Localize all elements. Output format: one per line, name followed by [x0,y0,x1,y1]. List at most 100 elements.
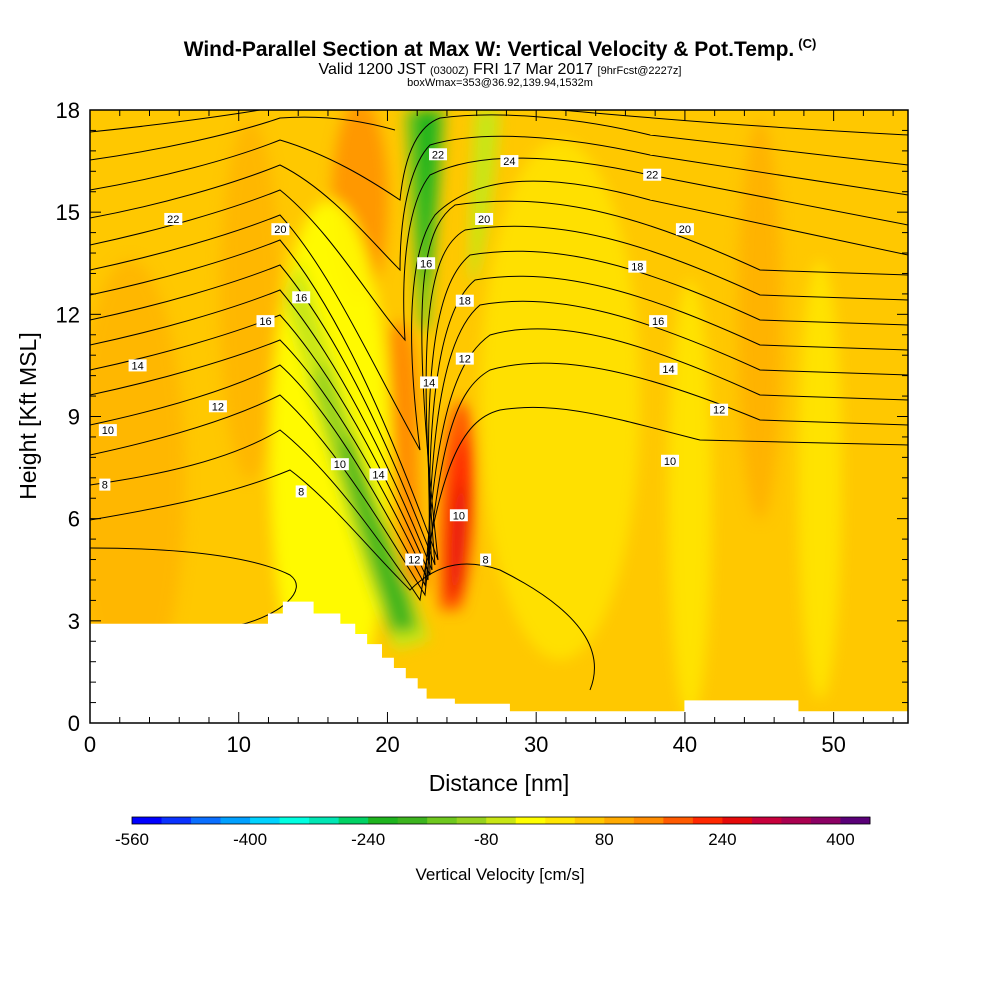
colorbar-swatch [397,817,428,824]
theta-label-bg [675,223,694,236]
colorbar-tick-label: -400 [233,830,267,849]
y-tick-label: 12 [56,302,80,327]
theta-label-bg [295,485,307,498]
theta-label-bg [475,212,494,225]
theta-label-bg [128,359,147,372]
y-tick-label: 3 [68,609,80,634]
theta-label: 18 [631,262,643,274]
theta-label: 20 [274,224,286,236]
colorbar-swatch [338,817,369,824]
theta-label: 8 [483,555,489,567]
copyright-mark: (C) [798,36,817,51]
colorbar-swatch [250,817,281,824]
theta-label: 12 [713,405,725,417]
x-tick-label: 50 [821,732,845,757]
theta-label-bg [480,553,492,566]
colorbar-swatch [633,817,664,824]
theta-label-bg [455,294,474,307]
theta-label-bg [208,400,227,413]
theta-label: 8 [102,480,108,492]
colorbar-tick-label: 240 [708,830,736,849]
theta-label: 24 [503,156,515,168]
theta-label: 14 [372,469,384,481]
y-axis: 0 3 6 9 12 15 18 [56,98,908,736]
colorbar-swatch [663,817,694,824]
valid-date: FRI 17 Mar 2017 [473,61,594,78]
theta-label: 22 [646,170,658,182]
theta-label: 16 [295,292,307,304]
colorbar-swatch [132,817,163,824]
colorbar-tick-label: -240 [351,830,385,849]
theta-label-bg [710,403,729,416]
theta-label-bg [628,260,647,273]
theta-label: 22 [167,214,179,226]
theta-labels: 8 10 12 14 16 16 20 22 8 10 14 12 14 16 18 22 20 24 12 10 8 2… [98,148,729,567]
colorbar-swatch [279,817,310,824]
theta-label-bg [455,352,474,365]
theta-label-bg [661,454,680,467]
y-axis-label: Height [Kft MSL] [15,332,41,499]
colorbar-swatch [191,817,222,824]
y-tick-label: 18 [56,98,80,123]
theta-contours [90,110,908,691]
colorbar-swatch [840,817,871,824]
theta-label: 10 [453,510,465,522]
theta-label: 10 [102,425,114,437]
colorbar-tick-label: -80 [474,830,499,849]
theta-label-bg [98,424,117,437]
colorbar-swatch [751,817,782,824]
theta-label-bg [330,458,349,471]
theta-label: 12 [212,401,224,413]
colorbar-swatch [604,817,635,824]
theta-label-bg [420,376,439,389]
colorbar-tick-label: -560 [115,830,149,849]
theta-label-bg [449,509,468,522]
colorbar-frame [131,816,871,825]
colorbar-swatch [722,817,753,824]
x-tick-label: 20 [375,732,399,757]
terrain-mask [90,601,908,723]
valid-utc: (0300Z) [430,65,469,77]
colorbar-swatch [545,817,576,824]
theta-label-bg [405,553,424,566]
theta-label-bg [164,212,183,225]
colorbar-ticks: -560 -400 -240 -80 80 240 400 [115,830,855,849]
theta-label-bg [429,148,448,161]
x-tick-label: 0 [84,732,96,757]
colorbar-swatch [368,817,399,824]
x-tick-label: 30 [524,732,548,757]
valid-time: Valid 1200 JST [318,61,426,78]
theta-label: 20 [679,224,691,236]
y-tick-label: 9 [68,405,80,430]
colorbar-swatch [309,817,340,824]
chart-title-text: Wind-Parallel Section at Max W: Vertical… [183,38,795,61]
x-axis-label: Distance [nm] [429,770,570,796]
theta-label: 10 [664,456,676,468]
y-tick-label: 15 [56,200,80,225]
colorbar-swatch [161,817,192,824]
theta-label: 12 [459,354,471,366]
theta-label-bg [659,362,678,375]
y-tick-label: 0 [68,711,80,736]
colorbar-swatch [781,817,812,824]
theta-label: 16 [420,258,432,270]
theta-label-bg [417,257,436,270]
colorbar-swatch [220,817,251,824]
theta-label-bg [292,291,311,304]
plot-area: 8 10 12 14 16 16 20 22 8 10 14 12 14 16 18 22 20 24 12 10 8 2… [90,110,908,723]
theta-label: 22 [432,149,444,161]
theta-label-bg [99,478,111,491]
colorbar-tick-label: 80 [595,830,614,849]
colorbar [131,816,871,825]
x-tick-label: 10 [226,732,250,757]
theta-label: 20 [478,214,490,226]
theta-label: 14 [131,360,143,372]
theta-label: 8 [298,486,304,498]
theta-label: 16 [652,316,664,328]
theta-label: 10 [334,459,346,471]
colorbar-swatch [515,817,546,824]
x-tick-label: 40 [673,732,697,757]
forecast-tag: [9hrFcst@2227z] [597,65,682,77]
colorbar-swatch [810,817,841,824]
